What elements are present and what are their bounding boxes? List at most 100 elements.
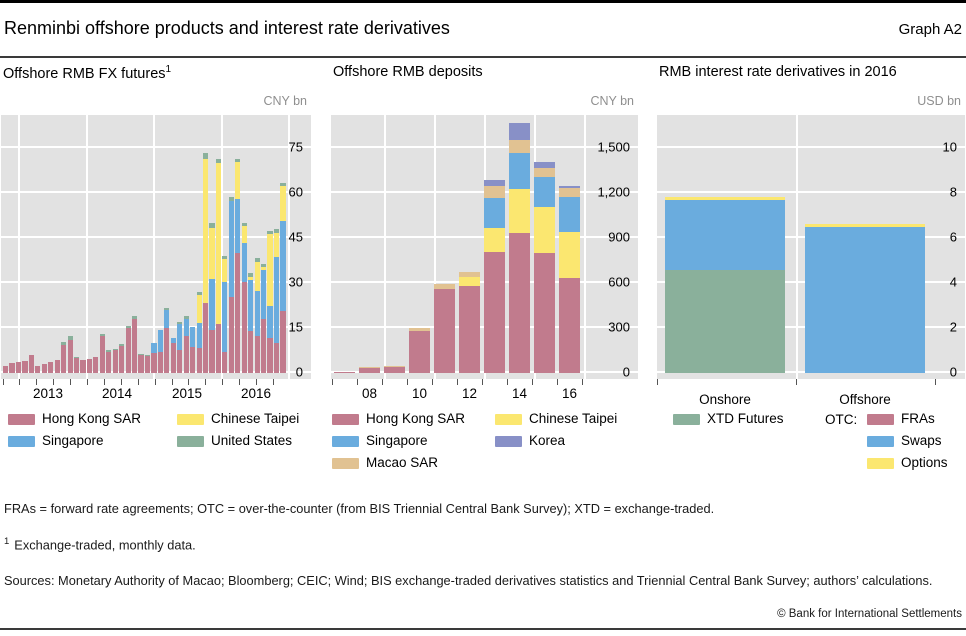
bar-segment (559, 187, 580, 197)
y-axis-unit: CNY bn (590, 94, 634, 108)
x-axis-label: 2014 (101, 386, 133, 401)
plot-area-derivatives: 0 2 4 6 8 10 (657, 115, 965, 379)
bar-segment (273, 343, 280, 373)
footnote-1-marker: 1 (4, 535, 10, 547)
bar-segment (99, 333, 105, 337)
bar-segment (235, 158, 241, 162)
y-axis-tick-label: 0 (295, 364, 303, 380)
panel-fx-futures-title: Offshore RMB FX futures1 (3, 64, 171, 82)
panel-derivatives-title: RMB interest rate derivatives in 2016 (659, 64, 897, 80)
legend-swatch (177, 436, 204, 447)
x-axis-tick (657, 379, 658, 385)
y-axis-tick-label: 600 (608, 274, 630, 290)
bar-segment (559, 232, 580, 278)
bar-segment (73, 358, 80, 373)
horizontal-gridline (657, 146, 965, 148)
bar-segment (196, 294, 202, 324)
vertical-gridline (18, 115, 20, 379)
x-axis-label: Onshore (699, 392, 751, 407)
bar-segment (254, 258, 260, 262)
bar-segment (665, 269, 785, 373)
footnote-1: 1 Exchange-traded, monthly data. (4, 535, 962, 555)
x-axis-tick (53, 379, 55, 385)
horizontal-gridline (1, 191, 311, 193)
bar-segment (209, 223, 215, 228)
bar-segment (125, 325, 131, 328)
bar-segment (177, 349, 183, 373)
bar-segment (484, 179, 505, 187)
y-axis-tick-label: 2 (949, 319, 957, 335)
legend-swatch (8, 436, 35, 447)
bar-segment (164, 309, 170, 328)
bar-segment (273, 232, 280, 257)
legend-label: Swaps (901, 433, 942, 448)
bar-segment (534, 162, 555, 168)
bar-segment (267, 305, 273, 338)
legend-swatch (177, 414, 204, 425)
bar-segment (202, 153, 209, 159)
x-axis-tick (357, 379, 358, 385)
x-axis-tick (19, 379, 21, 385)
vertical-gridline (796, 115, 798, 379)
bar-segment (215, 158, 222, 163)
bar-segment (235, 253, 241, 373)
x-axis-tick (557, 379, 558, 385)
bar-segment (280, 186, 286, 221)
x-axis-tick (796, 379, 797, 385)
bar-segment (190, 326, 196, 347)
y-axis-tick-label: 75 (288, 139, 303, 155)
x-axis-tick (171, 379, 173, 385)
bar-segment (138, 354, 144, 356)
vertical-gridline (384, 115, 386, 379)
bar-segment (93, 357, 99, 373)
bar-segment (254, 290, 260, 337)
x-axis-tick (432, 379, 433, 385)
bar-segment (222, 255, 228, 260)
abbreviations-note: FRAs = forward rate agreements; OTC = ov… (4, 501, 715, 516)
bar-segment (132, 315, 138, 319)
bar-segment (9, 363, 15, 373)
bar-segment (144, 356, 151, 373)
bar-segment (459, 271, 480, 277)
x-axis-tick (482, 379, 483, 385)
legend-swatch (495, 436, 522, 447)
bar-segment (534, 253, 555, 373)
bar-segment (164, 328, 170, 373)
bar-segment (222, 282, 228, 352)
x-axis-label: 10 (411, 386, 428, 401)
bar-segment (196, 323, 202, 348)
bar-segment (235, 161, 241, 199)
bar-segment (261, 263, 267, 268)
bar-segment (261, 267, 267, 271)
bar-segment (280, 220, 286, 311)
bar-segment (248, 273, 254, 278)
bar-segment (409, 331, 430, 373)
bar-segment (35, 366, 41, 373)
bar-segment (151, 343, 157, 353)
bar-segment (144, 355, 151, 357)
plot-area-deposits: 0 300 600 900 1,200 1,500 (331, 115, 638, 379)
bar-segment (509, 232, 530, 373)
footnote-block: FRAs = forward rate agreements; OTC = ov… (4, 500, 962, 591)
legend-label: Chinese Taipei (529, 411, 618, 426)
horizontal-gridline (657, 191, 965, 193)
y-axis-tick-label: 0 (622, 364, 630, 380)
bar-segment (484, 228, 505, 253)
legend-swatch (332, 458, 359, 469)
x-axis-tick (120, 379, 122, 385)
bar-segment (484, 198, 505, 229)
panel-deposits-title: Offshore RMB deposits (333, 64, 483, 80)
legend-label: Singapore (366, 433, 428, 448)
bar-segment (183, 318, 189, 336)
y-axis-tick-label: 30 (288, 274, 303, 290)
legend-swatch (673, 414, 700, 425)
bar-segment (434, 283, 455, 289)
bar-segment (61, 342, 67, 346)
bar-segment (267, 231, 273, 235)
bar-segment (157, 329, 163, 352)
bar-segment (559, 185, 580, 188)
bar-segment (280, 310, 286, 373)
panel-title-text: RMB interest rate derivatives in 2016 (659, 64, 897, 80)
legend-swatch (867, 436, 894, 447)
bar-segment (509, 122, 530, 140)
